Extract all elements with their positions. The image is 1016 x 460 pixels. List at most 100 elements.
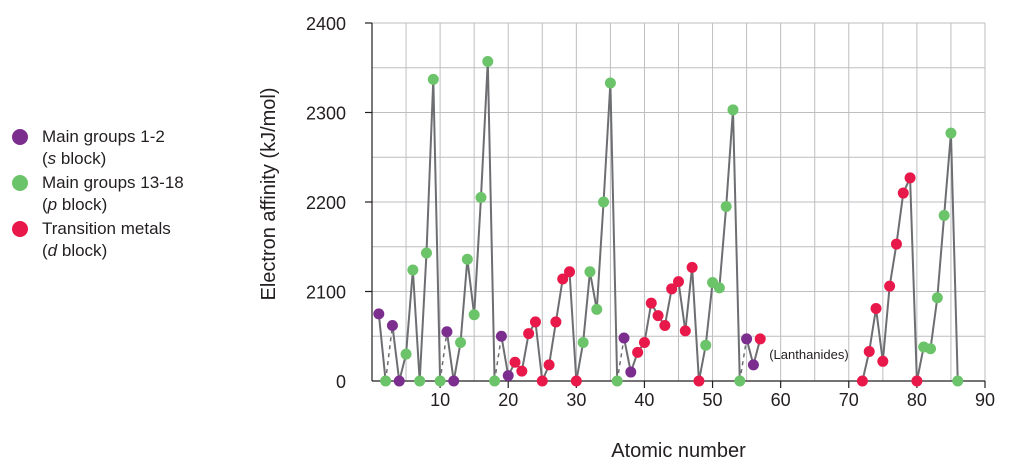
data-point-p-block xyxy=(952,375,964,387)
data-point-d-block xyxy=(877,355,889,367)
x-tick-label: 30 xyxy=(566,390,586,410)
trend-line-segment xyxy=(466,259,476,315)
trend-line-segment xyxy=(479,61,489,198)
trend-line-segment xyxy=(486,61,496,382)
trend-line-segment xyxy=(895,192,905,245)
trend-line-segment xyxy=(623,337,632,373)
trend-line-segment xyxy=(704,282,714,346)
data-point-p-block xyxy=(727,104,739,116)
x-tick-label: 50 xyxy=(703,390,723,410)
y-tick-label: 2300 xyxy=(306,104,346,124)
data-point-p-block xyxy=(475,192,487,204)
trend-line-segment xyxy=(909,177,918,382)
trend-line-segment xyxy=(875,308,884,362)
data-point-d-block xyxy=(863,345,875,357)
trend-line-segment xyxy=(677,281,687,332)
trend-line-segment xyxy=(391,325,401,382)
period-break-line xyxy=(739,338,748,382)
data-point-p-block xyxy=(461,253,473,265)
trend-line-segment xyxy=(500,336,510,376)
period-break-line xyxy=(616,337,625,382)
data-point-d-block xyxy=(693,375,705,387)
data-point-d-block xyxy=(543,359,555,371)
data-point-p-block xyxy=(604,77,616,89)
trend-line-segment xyxy=(718,206,728,289)
y-tick-label: 2400 xyxy=(306,14,346,34)
legend-block-d: d xyxy=(47,241,58,260)
trend-line-segment xyxy=(554,278,564,323)
x-tick-label: 70 xyxy=(839,390,859,410)
data-point-p-block xyxy=(925,343,937,355)
data-point-d-block xyxy=(570,375,582,387)
trend-line-segment xyxy=(915,346,925,382)
data-point-d-block xyxy=(638,337,650,349)
data-point-d-block xyxy=(666,283,678,295)
trend-line-segment xyxy=(445,331,455,382)
trend-line-segment xyxy=(936,215,946,298)
data-point-d-block xyxy=(523,328,535,340)
data-point-d-block xyxy=(557,273,569,285)
data-point-p-block xyxy=(591,303,603,315)
data-point-d-block xyxy=(516,365,528,377)
data-point-d-block xyxy=(679,325,691,337)
data-point-p-block xyxy=(427,73,439,85)
data-point-p-block xyxy=(713,282,725,294)
trend-line-segment xyxy=(881,286,891,362)
x-tick-label: 60 xyxy=(771,390,791,410)
data-point-d-block xyxy=(870,303,882,315)
data-point-d-block xyxy=(509,356,521,368)
trend-line-segment xyxy=(377,313,387,382)
legend-marker-p xyxy=(12,175,28,191)
data-point-s-block xyxy=(441,326,453,338)
data-point-p-block xyxy=(938,209,950,221)
trend-line-segment xyxy=(731,109,741,382)
trend-line-segment xyxy=(609,82,619,382)
legend-item-s: Main groups 1-2 (s block) xyxy=(12,126,184,170)
trend-line-segment xyxy=(943,133,952,216)
data-point-d-block xyxy=(904,172,916,184)
data-point-d-block xyxy=(632,346,644,358)
trend-line-segment xyxy=(418,252,428,382)
x-tick-label: 90 xyxy=(975,390,995,410)
data-point-p-block xyxy=(700,339,712,351)
data-point-p-block xyxy=(598,196,610,208)
trend-line-segment xyxy=(929,297,939,349)
legend-item-p: Main groups 13-18 (p block) xyxy=(12,172,184,216)
data-point-p-block xyxy=(584,266,596,278)
period-break-line xyxy=(439,331,448,382)
legend: Main groups 1-2 (s block) Main groups 13… xyxy=(12,126,184,264)
trend-line-segment xyxy=(697,345,707,382)
trend-line-segment xyxy=(473,197,482,315)
data-point-p-block xyxy=(468,309,480,321)
data-point-s-block xyxy=(741,333,753,345)
data-point-s-block xyxy=(502,370,514,382)
data-point-d-block xyxy=(754,333,766,345)
x-tick-label: 80 xyxy=(907,390,927,410)
y-tick-label: 2100 xyxy=(306,283,346,303)
data-point-p-block xyxy=(434,375,446,387)
trend-line-segment xyxy=(602,82,612,203)
data-point-d-block xyxy=(897,187,909,199)
trend-line-segment xyxy=(520,333,530,372)
data-point-s-block xyxy=(618,332,630,344)
trend-line-segment xyxy=(888,243,898,287)
data-point-d-block xyxy=(659,320,671,332)
data-point-p-block xyxy=(611,375,623,387)
data-point-s-block xyxy=(393,375,405,387)
data-point-p-block xyxy=(931,292,943,304)
data-point-s-block xyxy=(386,320,398,332)
trend-line-segment xyxy=(663,288,673,326)
data-point-p-block xyxy=(482,55,494,67)
data-point-s-block xyxy=(373,308,385,320)
x-axis-label: Atomic number xyxy=(611,440,746,460)
data-point-p-block xyxy=(455,337,467,349)
legend-label-p: Main groups 13-18 xyxy=(42,173,184,192)
legend-marker-s xyxy=(12,129,28,145)
data-point-p-block xyxy=(720,200,732,212)
data-point-d-block xyxy=(911,375,923,387)
data-point-p-block xyxy=(400,348,412,360)
trend-line-segment xyxy=(452,342,462,382)
legend-item-d: Transition metals (d block) xyxy=(12,218,184,262)
data-point-p-block xyxy=(407,264,419,276)
trend-line-segment xyxy=(595,201,605,310)
